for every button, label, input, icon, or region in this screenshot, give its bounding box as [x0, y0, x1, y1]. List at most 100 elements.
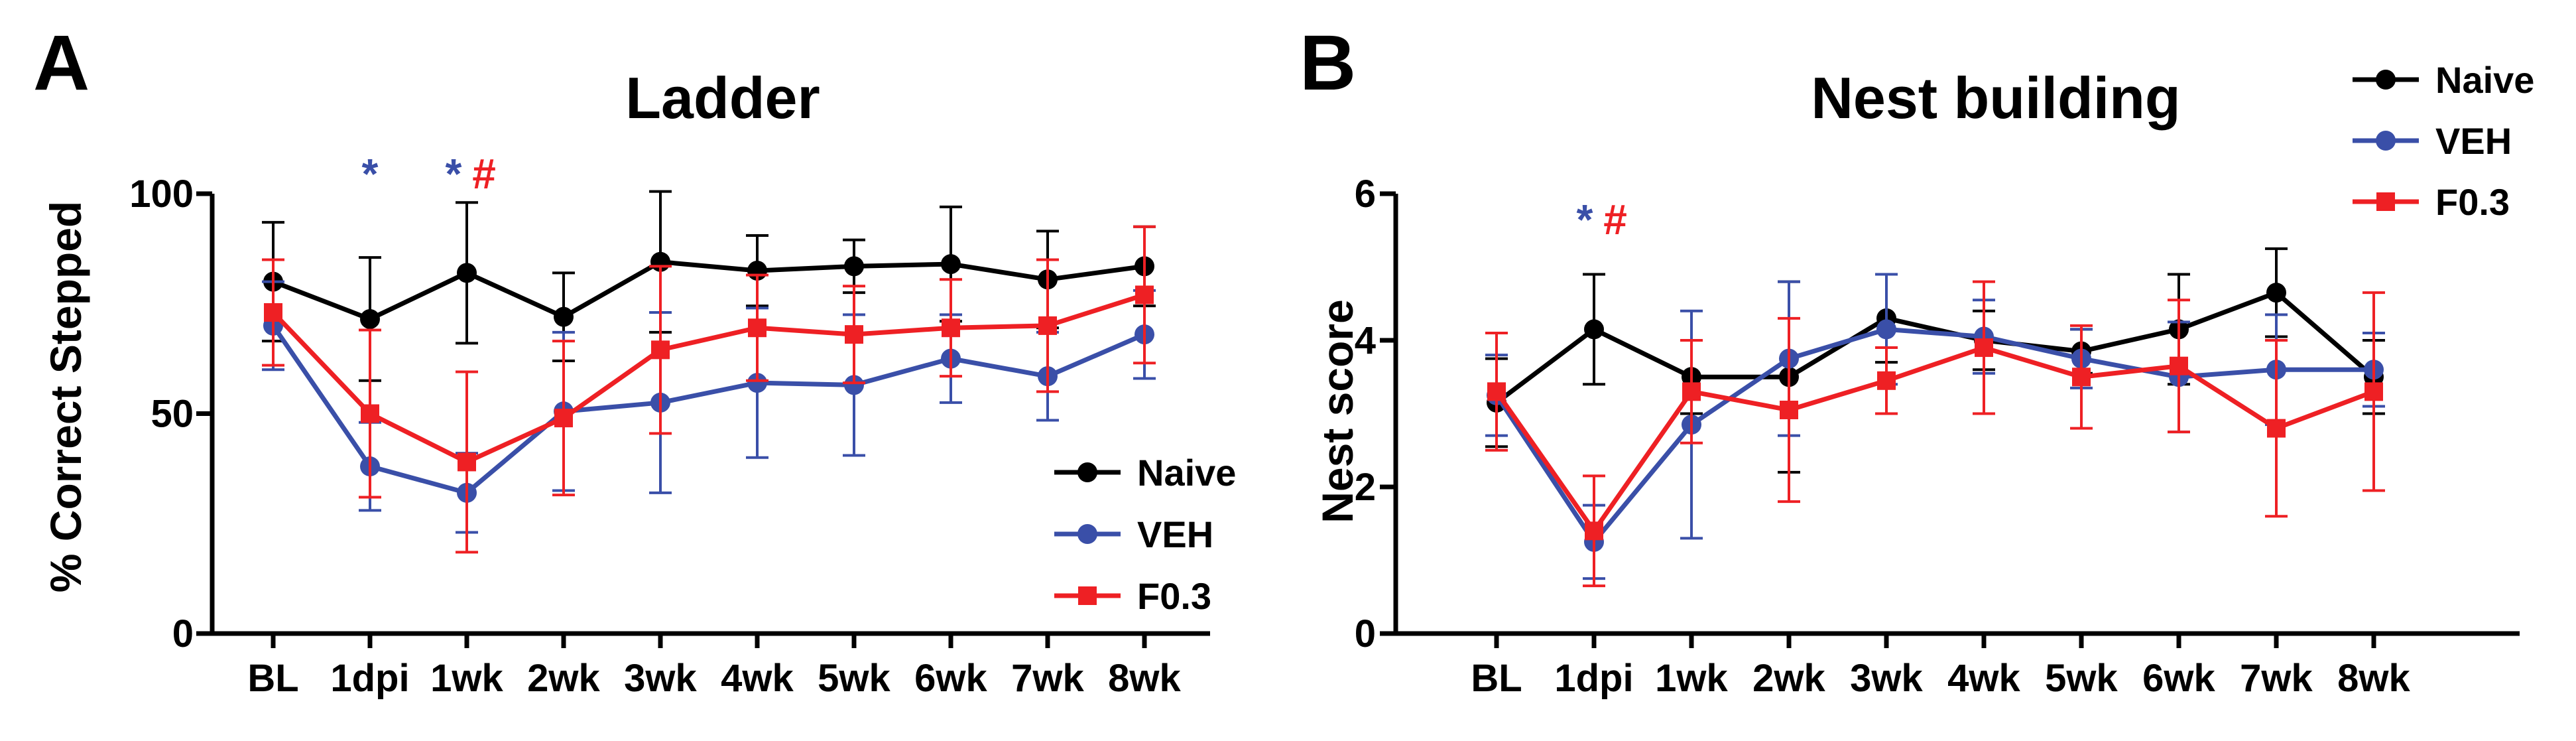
x-tick-label-ladder: BL: [247, 657, 298, 700]
legend-item-f0-3: F0.3: [1054, 575, 1211, 617]
legend-marker-veh: [1077, 524, 1097, 544]
data-point-f0-3: [1877, 371, 1896, 390]
x-tick-label-nest-building: 1dpi: [1554, 657, 1633, 700]
data-point-naive: [360, 308, 380, 329]
legend-marker-naive: [2376, 70, 2396, 90]
data-point-f0-3: [1487, 382, 1506, 401]
x-tick-label-nest-building: 8wk: [2337, 657, 2410, 700]
x-tick-label-ladder: 2wk: [527, 657, 600, 700]
data-point-naive: [844, 256, 864, 277]
x-tick-label-ladder: 4wk: [721, 657, 794, 700]
legend-item-veh: VEH: [1054, 513, 1213, 555]
series-line-naive: [1495, 290, 2376, 405]
y-tick-label-nest-building: 0: [1355, 612, 1376, 655]
series-f0-3-nest-building: [1485, 280, 2385, 588]
data-point-f0-3: [651, 340, 670, 360]
legend-marker-veh: [2376, 131, 2396, 151]
legend-marker-f0-3: [1078, 586, 1097, 605]
x-tick-label-ladder: 1wk: [430, 657, 503, 700]
data-point-f0-3: [942, 318, 960, 338]
series-line-veh: [1495, 326, 2374, 545]
significance-asterisk: *: [1577, 196, 1593, 243]
data-point-f0-3: [748, 318, 767, 338]
x-tick-label-ladder: 8wk: [1108, 657, 1181, 700]
data-point-naive: [1584, 319, 1604, 340]
plot-area-nest-building: 0 2 4 6 BL 1dpi 1wk 2wk 3wk 4wk 5wk 6wk 7wk 8wk * #: [1355, 172, 2520, 700]
data-point-f0-3: [2267, 419, 2286, 438]
y-tick-label-nest-building: 4: [1355, 319, 1376, 362]
x-tick-label-nest-building: 5wk: [2045, 657, 2118, 700]
data-point-f0-3: [458, 452, 476, 472]
y-tick-label-nest-building: 2: [1355, 466, 1376, 509]
significance-hash: #: [1603, 196, 1627, 243]
legend-label-naive: Naive: [2435, 59, 2534, 101]
data-point-f0-3: [2072, 368, 2091, 387]
x-tick-label-nest-building: 1wk: [1655, 657, 1728, 700]
legend-item-f0-3: F0.3: [2353, 181, 2510, 223]
legend-label-veh: VEH: [2435, 120, 2512, 162]
chart-title-ladder: Ladder: [625, 65, 820, 131]
panel-b-nest-building: B Nest building Nest score 0 2 4 6 BL 1dpi 1wk…: [1300, 19, 2534, 700]
data-point-f0-3: [2364, 382, 2383, 401]
y-tick-label-nest-building: 6: [1355, 172, 1376, 216]
data-point-f0-3: [361, 404, 379, 423]
legend-label-naive: Naive: [1137, 452, 1236, 494]
legend-marker-f0-3: [2376, 192, 2395, 211]
y-axis-label-ladder: % Correct Stepped: [41, 201, 90, 592]
y-tick-label-ladder: 0: [172, 612, 194, 655]
x-tick-label-ladder: 7wk: [1011, 657, 1084, 700]
series-veh-nest-building: [1485, 273, 2385, 580]
chart-title-nest-building: Nest building: [1811, 65, 2180, 131]
series-line-f0-3: [1495, 345, 2375, 533]
panel-letter-a: A: [33, 19, 90, 107]
legend-item-veh: VEH: [2353, 120, 2512, 162]
legend-marker-naive: [1077, 462, 1097, 482]
significance-hash: #: [472, 150, 496, 198]
x-tick-label-nest-building: BL: [1471, 657, 1522, 700]
legend-label-veh: VEH: [1137, 513, 1213, 555]
series-line-f0-3: [271, 293, 1146, 464]
significance-asterisk: *: [362, 150, 379, 198]
data-point-naive: [941, 254, 961, 275]
data-point-f0-3: [1135, 285, 1154, 304]
series-veh-ladder: [262, 280, 1156, 534]
x-tick-label-nest-building: 3wk: [1850, 657, 1923, 700]
legend-nest-building: Naive VEH F0.3: [2353, 59, 2534, 223]
data-point-f0-3: [554, 409, 573, 428]
data-point-f0-3: [1780, 400, 1798, 419]
data-point-naive: [457, 263, 477, 283]
data-point-f0-3: [845, 325, 863, 344]
data-point-f0-3: [2170, 356, 2188, 375]
y-tick-label-ladder: 50: [151, 393, 194, 436]
x-tick-label-ladder: 1dpi: [330, 657, 409, 700]
legend-item-naive: Naive: [1054, 452, 1236, 494]
panel-letter-b: B: [1300, 19, 1356, 107]
series-f0-3-ladder: [262, 225, 1156, 554]
series-naive-ladder: [262, 190, 1156, 382]
y-tick-label-ladder: 100: [129, 172, 194, 216]
data-point-veh: [844, 375, 864, 395]
legend-ladder: Naive VEH F0.3: [1054, 452, 1236, 617]
significance-asterisk: *: [446, 150, 462, 198]
data-point-f0-3: [264, 303, 282, 322]
x-tick-label-nest-building: 4wk: [1947, 657, 2020, 700]
legend-item-naive: Naive: [2353, 59, 2534, 101]
series-naive-nest-building: [1485, 247, 2385, 474]
x-tick-label-nest-building: 6wk: [2142, 657, 2215, 700]
legend-label-f0-3: F0.3: [1137, 575, 1211, 617]
data-point-veh: [747, 373, 767, 393]
x-tick-label-nest-building: 7wk: [2240, 657, 2313, 700]
x-tick-label-ladder: 5wk: [818, 657, 890, 700]
x-tick-label-ladder: 6wk: [914, 657, 987, 700]
data-point-f0-3: [1682, 382, 1701, 401]
data-point-veh: [1876, 319, 1896, 340]
data-point-naive: [2266, 283, 2286, 303]
data-point-f0-3: [1038, 316, 1057, 335]
series-line-veh: [271, 324, 1146, 496]
data-point-f0-3: [1585, 521, 1603, 541]
data-point-naive: [554, 306, 574, 327]
panel-a-ladder: A Ladder % Correct Stepped 0 50 100 BL 1dpi 1…: [33, 19, 1236, 700]
x-tick-label-nest-building: 2wk: [1752, 657, 1825, 700]
